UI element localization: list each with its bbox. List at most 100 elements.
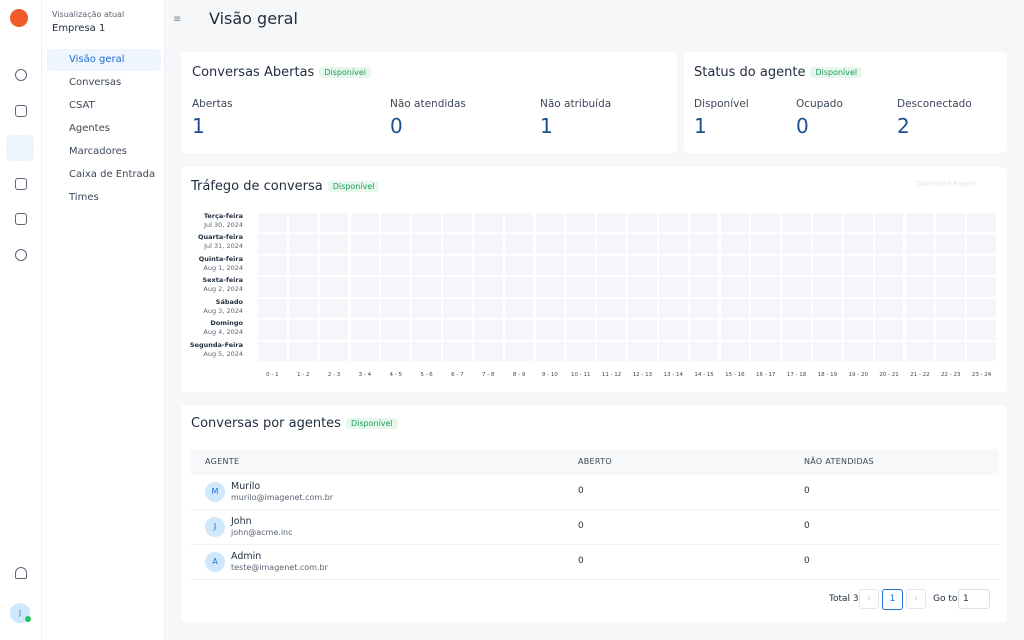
prev-button[interactable]: ‹ bbox=[859, 589, 879, 609]
table-row bbox=[191, 545, 999, 580]
heatmap-cell bbox=[966, 319, 997, 341]
heatmap-cell bbox=[966, 254, 997, 277]
account-name[interactable]: Empresa 1 bbox=[52, 23, 106, 34]
table-row bbox=[191, 475, 999, 510]
title: Status do agente bbox=[694, 65, 806, 80]
heatmap-cell bbox=[719, 297, 751, 320]
hour-label: 20 - 21 bbox=[879, 372, 899, 378]
conversations-icon[interactable] bbox=[15, 69, 27, 81]
metric-value: 1 bbox=[192, 114, 205, 138]
status-dot bbox=[25, 616, 31, 622]
hour-label: 7 - 8 bbox=[482, 372, 495, 378]
settings-icon[interactable] bbox=[15, 249, 27, 261]
heatmap-cell bbox=[380, 254, 412, 277]
badge: Disponível bbox=[319, 67, 371, 78]
heatmap-cell bbox=[935, 233, 967, 255]
library-icon[interactable] bbox=[15, 213, 27, 225]
menu-item[interactable]: Visão geral bbox=[47, 49, 161, 71]
heatmap-cell bbox=[688, 340, 720, 362]
notifications-icon[interactable] bbox=[15, 567, 27, 579]
account-label: Visualização atual bbox=[52, 10, 125, 19]
metric-label: Ocupado bbox=[796, 98, 843, 110]
heatmap-cell bbox=[596, 297, 627, 320]
card-title: Conversas Abertas Disponível bbox=[192, 65, 371, 80]
badge: Disponível bbox=[810, 67, 863, 78]
heatmap-cell bbox=[904, 254, 936, 277]
heatmap-cell bbox=[565, 254, 597, 277]
menu-item[interactable]: Agentes bbox=[69, 123, 110, 134]
day-label: Domingo bbox=[210, 319, 243, 328]
heatmap-cell bbox=[596, 340, 627, 362]
heatmap-cell bbox=[503, 319, 535, 341]
heatmap-cell bbox=[411, 276, 442, 298]
date-label: Jul 31, 2024 bbox=[204, 242, 243, 251]
metric-label: Abertas bbox=[192, 98, 233, 110]
total-label: Total 3 bbox=[829, 594, 859, 604]
heatmap-cell bbox=[842, 276, 874, 298]
heatmap-cell bbox=[257, 319, 288, 341]
metric-value: 0 bbox=[390, 114, 403, 138]
agent-name: Murilo bbox=[231, 481, 261, 492]
menu-item[interactable]: Conversas bbox=[69, 77, 122, 88]
heatmap-cell bbox=[904, 212, 936, 234]
menu-item[interactable]: Marcadores bbox=[69, 146, 127, 157]
heatmap-cell bbox=[719, 233, 751, 255]
menu-item[interactable]: CSAT bbox=[69, 100, 95, 111]
heatmap-cell bbox=[750, 297, 782, 320]
next-button[interactable]: › bbox=[906, 589, 926, 609]
heatmap-cell bbox=[565, 276, 597, 298]
menu-item[interactable]: Caixa de Entrada bbox=[69, 169, 156, 180]
heatmap-cell bbox=[873, 233, 905, 255]
page-button[interactable]: 1 bbox=[882, 589, 903, 610]
heatmap-cell bbox=[873, 297, 905, 320]
heatmap-cell bbox=[349, 340, 381, 362]
heatmap-cell bbox=[411, 233, 442, 255]
toggle-icon[interactable]: ≡ bbox=[173, 14, 182, 25]
badge: Disponível bbox=[327, 181, 380, 192]
heatmap-cell bbox=[318, 340, 350, 362]
menu-item[interactable]: Times bbox=[69, 192, 99, 203]
heatmap-cell bbox=[873, 212, 905, 234]
campaigns-icon[interactable] bbox=[15, 178, 27, 190]
heatmap-cell bbox=[534, 233, 566, 255]
heatmap-cell bbox=[966, 233, 997, 255]
heatmap-cell bbox=[380, 233, 412, 255]
heatmap-cell bbox=[596, 212, 627, 234]
goto-input[interactable]: 1 bbox=[958, 589, 990, 609]
open-count: 0 bbox=[578, 556, 584, 566]
heatmap-cell bbox=[411, 297, 442, 320]
heatmap-cell bbox=[935, 254, 967, 277]
date-label: Aug 2, 2024 bbox=[203, 285, 243, 294]
heatmap-cell bbox=[812, 233, 843, 255]
day-label: Quarta-feira bbox=[198, 233, 243, 242]
heatmap-cell bbox=[627, 340, 658, 362]
hour-label: 5 - 6 bbox=[420, 372, 433, 378]
heatmap-cell bbox=[781, 212, 812, 234]
page-title: Visão geral bbox=[209, 9, 298, 28]
agent-avatar: J bbox=[205, 517, 225, 537]
heatmap-cell bbox=[534, 297, 566, 320]
heatmap-cell bbox=[287, 233, 319, 255]
heatmap-cell bbox=[472, 254, 504, 277]
heatmap-cell bbox=[565, 297, 597, 320]
secondary-sidebar: Visualização atual Empresa 1 bbox=[42, 0, 165, 640]
heatmap-cell bbox=[472, 233, 504, 255]
contacts-icon[interactable] bbox=[15, 105, 27, 117]
reports-icon[interactable] bbox=[6, 135, 34, 161]
heatmap-cell bbox=[442, 297, 473, 320]
heatmap-cell bbox=[750, 319, 782, 341]
heatmap-cell bbox=[380, 319, 412, 341]
heatmap-cell bbox=[935, 297, 967, 320]
heatmap-cell bbox=[411, 254, 442, 277]
heatmap-cell bbox=[688, 319, 720, 341]
heatmap-cell bbox=[719, 319, 751, 341]
logo bbox=[10, 9, 28, 27]
heatmap-cell bbox=[287, 276, 319, 298]
hour-label: 9 - 10 bbox=[541, 372, 558, 378]
heatmap-cell bbox=[904, 319, 936, 341]
heatmap-cell bbox=[781, 297, 812, 320]
heatmap-cell bbox=[349, 319, 381, 341]
heatmap-cell bbox=[380, 212, 412, 234]
download-button[interactable]: Download Report bbox=[916, 180, 977, 188]
